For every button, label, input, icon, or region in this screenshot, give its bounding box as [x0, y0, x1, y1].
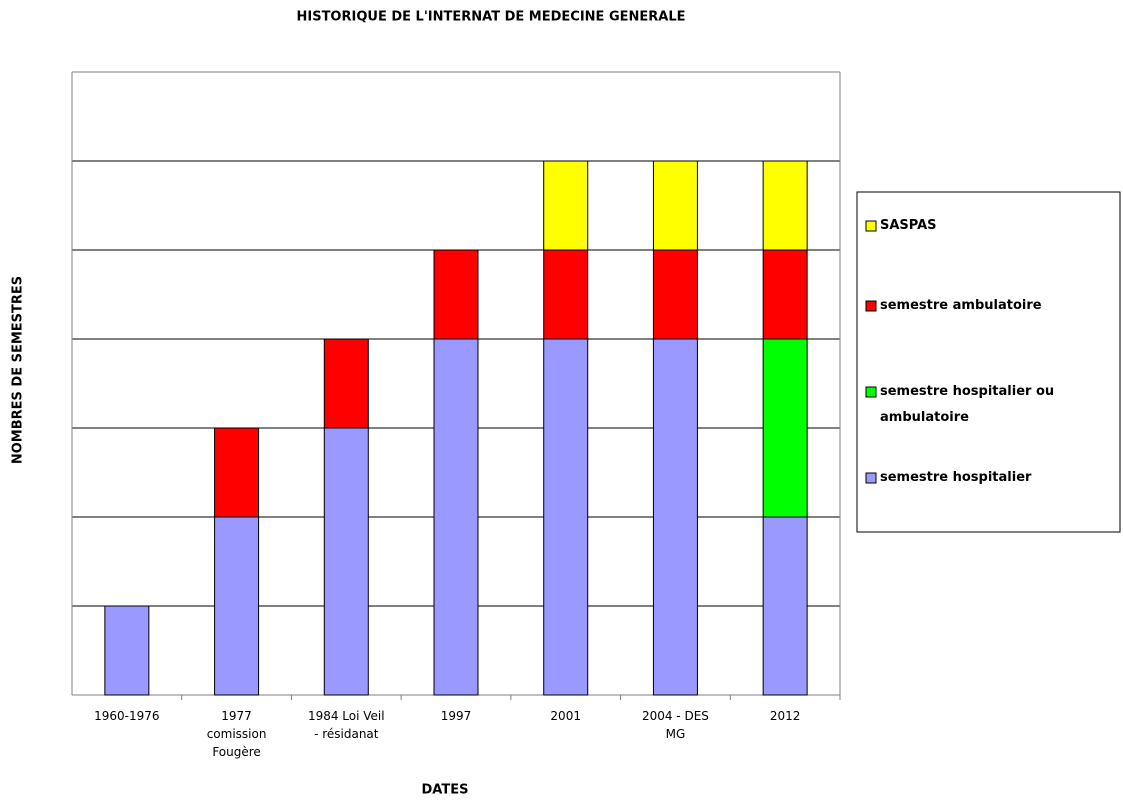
legend-label: SASPAS: [880, 218, 937, 233]
legend-label: semestre hospitalier ou ambulatoire: [880, 384, 1055, 425]
bar-segment: [214, 427, 260, 518]
x-tick-label: 1997: [440, 709, 472, 723]
bar-segment: [323, 427, 369, 696]
legend-swatch: [865, 220, 877, 232]
x-tick-label: 1984 Loi Veil - résidanat: [307, 709, 385, 741]
bar-segment: [323, 338, 369, 429]
bar-segment: [652, 160, 698, 251]
bar-segment: [762, 249, 808, 340]
x-tick-label: 2012: [769, 709, 801, 723]
bar-segment: [543, 249, 589, 340]
bar-segment: [214, 516, 260, 696]
bar-segment: [762, 338, 808, 518]
x-tick-label: 2004 - DES MG: [641, 709, 709, 741]
legend-label: semestre hospitalier: [880, 470, 1032, 485]
legend-label: semestre ambulatoire: [880, 298, 1042, 313]
bar-segment: [433, 338, 479, 696]
x-tick-label: 1960-1976: [94, 709, 160, 723]
legend-swatch: [865, 300, 877, 312]
bar-segment: [433, 249, 479, 340]
x-tick-label: 2001: [550, 709, 581, 723]
bar-segment: [543, 338, 589, 696]
bar-segment: [652, 338, 698, 696]
y-axis-label: NOMBRES DE SEMESTRES: [11, 276, 26, 464]
bar-segment: [652, 249, 698, 340]
x-tick-label: 1977 comission Fougère: [206, 709, 267, 759]
bar-segment: [104, 605, 150, 696]
bar-segment: [762, 160, 808, 251]
legend-swatch: [865, 386, 877, 398]
legend-box: [856, 191, 1121, 533]
bar-segment: [762, 516, 808, 696]
x-axis-label: DATES: [422, 783, 469, 798]
bar-segment: [543, 160, 589, 251]
chart-title: HISTORIQUE DE L'INTERNAT DE MEDECINE GEN…: [296, 10, 685, 25]
legend-swatch: [865, 472, 877, 484]
